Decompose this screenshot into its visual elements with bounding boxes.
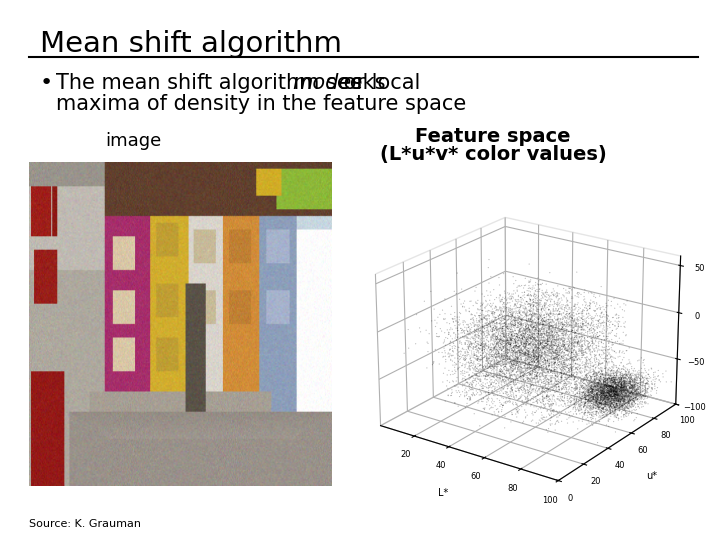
Text: or local: or local <box>337 73 420 93</box>
Text: maxima of density in the feature space: maxima of density in the feature space <box>56 94 467 114</box>
X-axis label: L*: L* <box>438 488 449 498</box>
Text: •: • <box>40 73 53 93</box>
Y-axis label: u*: u* <box>647 471 657 481</box>
Text: The mean shift algorithm seeks: The mean shift algorithm seeks <box>56 73 392 93</box>
Text: Source: K. Grauman: Source: K. Grauman <box>29 519 141 529</box>
Text: modes: modes <box>292 73 362 93</box>
Text: Feature space: Feature space <box>415 127 571 146</box>
Text: Mean shift algorithm: Mean shift algorithm <box>40 30 341 58</box>
Text: (L*u*v* color values): (L*u*v* color values) <box>380 145 606 164</box>
Text: image: image <box>105 132 161 150</box>
